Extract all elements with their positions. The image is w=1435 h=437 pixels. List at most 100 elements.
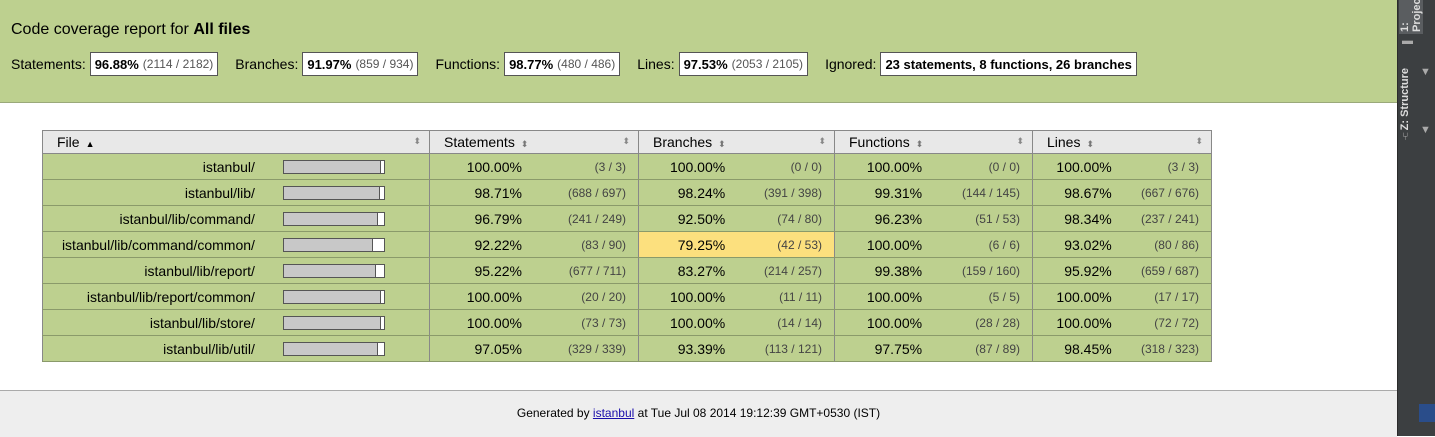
statements-fraction: (3 / 3) (521, 153, 639, 180)
coverage-bar-fill (283, 290, 381, 303)
column-header-lines[interactable]: Lines ⬍ ⬍ (1032, 130, 1212, 154)
functions-pct: 100.00% (834, 283, 923, 310)
coverage-bar-cell (281, 231, 430, 258)
file-link[interactable]: istanbul/lib/store/ (149, 314, 255, 331)
lines-fraction: (237 / 241) (1111, 205, 1212, 232)
statements-fraction: (20 / 20) (521, 283, 639, 310)
coverage-bar-cell (281, 309, 430, 336)
statements-fraction: (688 / 697) (521, 179, 639, 206)
report-header: Code coverage report for All files State… (0, 0, 1397, 103)
column-header-functions[interactable]: Functions ⬍ ⬍ (834, 130, 1033, 154)
lines-pct: 98.67% (1032, 179, 1112, 206)
coverage-bar-fill (283, 212, 378, 225)
sort-toggle-icon[interactable]: ⬍ (622, 136, 630, 146)
file-cell: istanbul/lib/command/ (41, 205, 282, 232)
functions-pct: 99.31% (834, 179, 923, 206)
statements-fraction: (83 / 90) (521, 231, 639, 258)
sort-toggle-icon[interactable]: ⬍ (413, 136, 421, 146)
lines-pct: 98.34% (1032, 205, 1112, 232)
column-header-branches[interactable]: Branches ⬍ ⬍ (638, 130, 835, 154)
statements-pct: 95.22% (429, 257, 522, 284)
report-footer: Generated by istanbul at Tue Jul 08 2014… (0, 390, 1397, 437)
sort-toggle-icon: ⬍ (915, 139, 924, 149)
branches-fraction: (74 / 80) (725, 205, 836, 232)
branches-fraction: (0 / 0) (725, 153, 836, 180)
footer-timestamp: at Tue Jul 08 2014 19:12:39 GMT+0530 (IS… (637, 406, 881, 420)
summary-ignored: Ignored: 23 statements, 8 functions, 26 … (825, 52, 1137, 76)
statements-fraction: (241 / 249) (521, 205, 639, 232)
file-cell: istanbul/lib/command/common/ (41, 231, 282, 258)
branches-pct: 92.50% (638, 205, 726, 232)
column-label: Functions (849, 134, 910, 150)
summary-value-box: 97.53% (2053 / 2105) (678, 52, 809, 76)
coverage-bar (282, 211, 385, 226)
table-row: istanbul/lib/report/95.22% (677 / 711) 83.… (41, 257, 1212, 284)
sort-toggle-icon[interactable]: ⬍ (1195, 136, 1203, 146)
summary-value-box: 96.88% (2114 / 2182) (89, 52, 219, 76)
footer-text: Generated by istanbul at Tue Jul 08 2014… (0, 406, 1397, 420)
coverage-bar-cell (281, 335, 430, 362)
file-cell: istanbul/lib/util/ (41, 335, 282, 362)
lines-fraction: (318 / 323) (1111, 335, 1212, 362)
summary-statements: Statements: 96.88% (2114 / 2182) (11, 52, 219, 76)
sort-toggle-icon[interactable]: ⬍ (818, 136, 826, 146)
branches-fraction: (14 / 14) (725, 309, 836, 336)
coverage-bar (282, 263, 385, 278)
statements-fraction: (73 / 73) (521, 309, 639, 336)
coverage-table-container: File ▲ ⬍ Statements ⬍ ⬍ Branches ⬍ ⬍ Functi… (41, 130, 1212, 362)
summary-label: Statements: (11, 56, 86, 72)
table-row: istanbul/lib/98.71% (688 / 697) 98.24% (391… (41, 179, 1212, 206)
file-link[interactable]: istanbul/lib/command/ (119, 210, 255, 227)
branches-fraction: (113 / 121) (725, 335, 836, 362)
ide-tool-window-strip: 1: Project ▬ ▼ Z: Structure ▼ ⑂ (1397, 0, 1435, 436)
sort-toggle-icon: ⬍ (718, 139, 726, 149)
ide-status-indicator (1419, 404, 1435, 422)
branches-pct: 100.00% (638, 153, 726, 180)
coverage-report-page: Code coverage report for All files State… (0, 0, 1397, 437)
coverage-bar-cell (281, 205, 430, 232)
chevron-down-icon[interactable]: ▼ (1420, 124, 1431, 136)
istanbul-link[interactable]: istanbul (592, 406, 635, 420)
branches-pct: 93.39% (638, 335, 726, 362)
file-link[interactable]: istanbul/ (202, 158, 255, 175)
summary-label: Lines: (637, 56, 675, 72)
lines-pct: 98.45% (1032, 335, 1112, 362)
lines-fraction: (667 / 676) (1111, 179, 1212, 206)
functions-fraction: (28 / 28) (922, 309, 1034, 336)
column-label: File (57, 134, 80, 150)
tab-structure[interactable]: Z: Structure (1399, 68, 1411, 131)
summary-pct: 96.88% (94, 56, 139, 72)
footer-prefix: Generated by (516, 406, 590, 420)
summary-fraction: (480 / 486) (557, 57, 616, 71)
column-header-statements[interactable]: Statements ⬍ ⬍ (429, 130, 639, 154)
table-row: istanbul/lib/command/96.79% (241 / 249) 92… (41, 205, 1212, 232)
file-link[interactable]: istanbul/lib/ (184, 184, 255, 201)
file-link[interactable]: istanbul/lib/report/common/ (86, 288, 255, 305)
summary-pct: 98.77% (509, 56, 554, 72)
branches-pct: 100.00% (638, 283, 726, 310)
file-link[interactable]: istanbul/lib/util/ (163, 340, 255, 357)
functions-fraction: (0 / 0) (922, 153, 1034, 180)
table-header-row: File ▲ ⬍ Statements ⬍ ⬍ Branches ⬍ ⬍ Functi… (42, 130, 1212, 154)
sort-toggle-icon[interactable]: ⬍ (1016, 136, 1024, 146)
branches-fraction: (214 / 257) (725, 257, 836, 284)
lines-pct: 100.00% (1032, 153, 1112, 180)
table-body: istanbul/100.00% (3 / 3) 100.00% (0 / 0) 100… (41, 153, 1212, 362)
column-header-file[interactable]: File ▲ ⬍ (42, 130, 430, 154)
file-cell: istanbul/lib/report/ (41, 257, 282, 284)
lines-fraction: (80 / 86) (1111, 231, 1212, 258)
tab-project[interactable]: 1: Project (1399, 0, 1423, 34)
summary-fraction: (859 / 934) (355, 57, 414, 71)
file-cell: istanbul/ (41, 153, 282, 180)
table-row: istanbul/lib/util/97.05% (329 / 339) 93.39… (41, 335, 1212, 362)
branches-pct: 100.00% (638, 309, 726, 336)
table-row: istanbul/lib/store/100.00% (73 / 73) 100.0… (41, 309, 1212, 336)
file-link[interactable]: istanbul/lib/report/ (144, 262, 255, 279)
chevron-down-icon[interactable]: ▼ (1420, 66, 1431, 78)
file-cell: istanbul/lib/store/ (41, 309, 282, 336)
summary-pct: 97.53% (683, 56, 728, 72)
functions-fraction: (87 / 89) (922, 335, 1034, 362)
file-link[interactable]: istanbul/lib/command/common/ (61, 236, 255, 253)
coverage-table: File ▲ ⬍ Statements ⬍ ⬍ Branches ⬍ ⬍ Functi… (41, 130, 1212, 362)
coverage-bar-fill (283, 264, 377, 277)
